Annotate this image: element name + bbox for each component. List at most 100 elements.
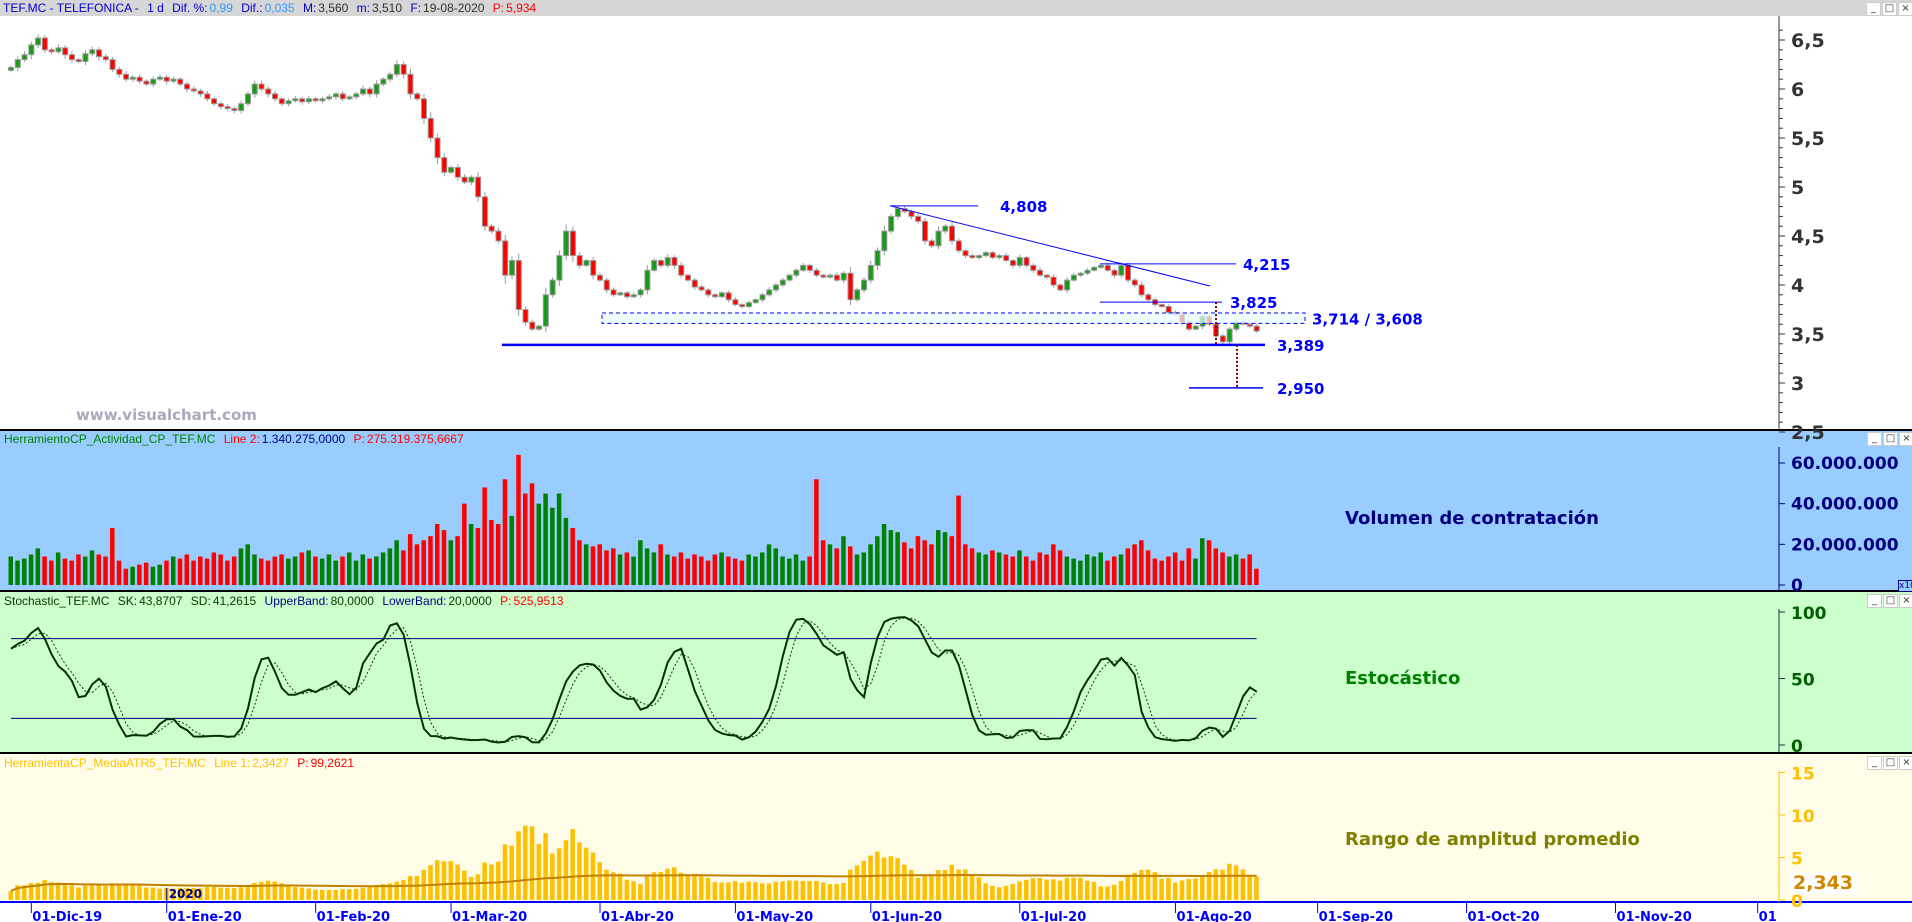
atr-bar — [1084, 880, 1090, 900]
volume-bar — [441, 530, 447, 585]
volume-bar — [800, 560, 806, 585]
volume-bar — [22, 558, 27, 585]
candle — [14, 59, 21, 68]
volume-line-label: Line 2: — [223, 432, 260, 446]
volume-bar — [218, 554, 223, 585]
minimize-button[interactable]: _ — [1867, 432, 1882, 446]
atr-bar — [103, 885, 108, 900]
volume-bar — [1024, 556, 1029, 585]
volume-bar — [888, 530, 894, 585]
volume-bar — [1220, 552, 1225, 585]
volume-bar — [1044, 554, 1049, 585]
candle — [305, 98, 312, 103]
volume-bar — [875, 536, 880, 585]
minimize-button[interactable]: _ — [1867, 594, 1882, 608]
volume-bar — [49, 560, 54, 585]
candle — [685, 274, 691, 281]
atr-bar — [414, 875, 420, 900]
atr-bar — [929, 876, 934, 900]
volume-bar — [915, 536, 921, 585]
multiplier-badge[interactable]: x10 — [1898, 580, 1912, 592]
candle — [1016, 257, 1023, 266]
candle — [360, 88, 367, 95]
stoch-window-controls: _ □ × — [1867, 594, 1912, 608]
candle — [387, 73, 394, 80]
minimize-button[interactable]: _ — [1866, 2, 1881, 16]
candle — [156, 76, 163, 80]
atr-bar — [671, 867, 677, 900]
max-value: 3,560 — [318, 1, 349, 15]
atr-bar — [861, 860, 867, 900]
volume-bar — [347, 552, 352, 585]
atr-bar — [644, 876, 650, 900]
p-label: P: — [492, 1, 505, 15]
atr-line-value: 2,3427 — [252, 756, 289, 770]
volume-bar — [644, 548, 650, 585]
volume-bar — [272, 556, 278, 585]
candle — [420, 98, 427, 119]
candle — [928, 240, 935, 247]
price-tick-label: 4 — [1791, 275, 1804, 297]
candle — [116, 68, 123, 75]
volume-bar — [787, 558, 792, 585]
volume-bar — [8, 556, 13, 585]
atr-p-value: 99,2621 — [310, 756, 354, 770]
candle — [21, 54, 28, 61]
atr-bar — [827, 884, 833, 900]
atr-bar — [299, 887, 305, 900]
maximize-button[interactable]: □ — [1883, 594, 1898, 608]
close-button[interactable]: × — [1898, 2, 1912, 16]
candle — [1165, 306, 1172, 313]
candle — [698, 286, 705, 291]
high-level-label: 4,808 — [1000, 198, 1047, 216]
atr-tick-label: 15 — [1791, 765, 1815, 785]
candle — [434, 137, 441, 159]
volume-bar — [62, 558, 68, 585]
close-button[interactable]: × — [1899, 594, 1912, 608]
close-button[interactable]: × — [1899, 756, 1912, 770]
time-tick-label: 01-Feb-20 — [317, 910, 390, 922]
candle — [610, 289, 617, 296]
candle — [590, 260, 597, 276]
volume-bar — [340, 556, 345, 585]
volume-bar — [1030, 560, 1036, 585]
atr-bar — [732, 881, 738, 900]
candle — [393, 64, 400, 75]
volume-bar — [705, 560, 711, 585]
maximize-button[interactable]: □ — [1883, 432, 1898, 446]
volume-bar — [996, 552, 1002, 585]
candle — [48, 49, 55, 53]
candle — [204, 93, 211, 100]
atr-bar — [62, 883, 68, 900]
atr-bar — [814, 881, 819, 900]
candle — [949, 225, 956, 242]
candle — [1077, 272, 1084, 276]
atr-bar — [1051, 879, 1056, 900]
volume-bar — [766, 544, 772, 585]
volume-bar — [1193, 558, 1198, 585]
candle — [637, 289, 644, 296]
maximize-button[interactable]: □ — [1882, 2, 1897, 16]
atr-bar — [996, 887, 1002, 900]
price-tick-label: 3 — [1791, 373, 1804, 395]
minimize-button[interactable]: _ — [1867, 756, 1882, 770]
candle — [217, 103, 224, 108]
candle — [136, 76, 143, 82]
atr-bar — [841, 882, 846, 900]
volume-bar — [380, 552, 386, 585]
atr-bar — [773, 881, 779, 900]
candle — [123, 73, 130, 80]
volume-bar — [773, 548, 779, 585]
sk-label: SK: — [117, 594, 138, 608]
atr-bar — [881, 857, 887, 900]
atr-bar — [475, 874, 481, 900]
close-button[interactable]: × — [1899, 432, 1912, 446]
candle — [373, 83, 380, 95]
atr-bar — [482, 862, 487, 900]
atr-bar — [665, 868, 670, 900]
atr-bar — [252, 882, 257, 900]
atr-bar — [990, 885, 995, 900]
volume-bar — [1159, 560, 1164, 585]
maximize-button[interactable]: □ — [1883, 756, 1898, 770]
